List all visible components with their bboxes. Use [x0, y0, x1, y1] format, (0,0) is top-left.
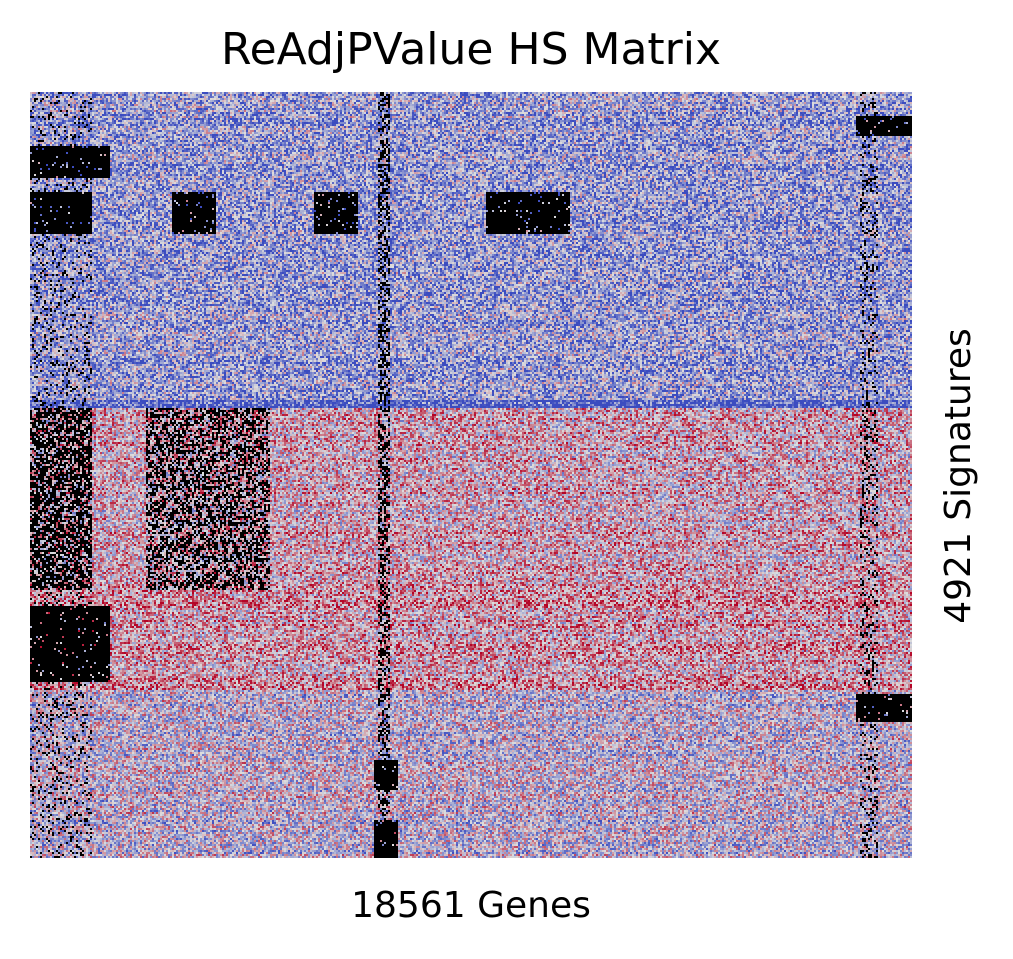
y-axis-label: 4921 Signatures — [938, 328, 979, 624]
chart-title: ReAdjPValue HS Matrix — [220, 24, 722, 75]
x-axis-label: 18561 Genes — [351, 885, 591, 926]
heatmap-matrix — [30, 92, 912, 858]
